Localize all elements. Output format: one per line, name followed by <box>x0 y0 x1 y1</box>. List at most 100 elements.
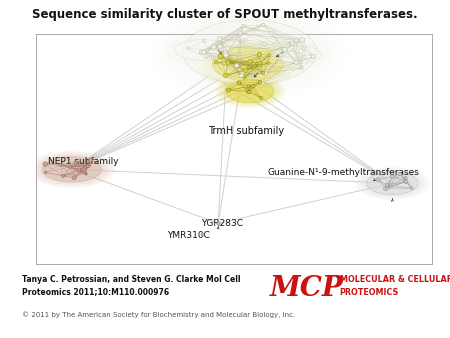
Ellipse shape <box>270 44 325 65</box>
Point <box>233 63 240 68</box>
Point <box>292 60 300 65</box>
Point <box>256 79 264 85</box>
Point <box>41 161 49 167</box>
Text: Tanya C. Petrossian, and Steven G. Clarke Mol Cell
Proteomics 2011;10:M110.00097: Tanya C. Petrossian, and Steven G. Clark… <box>22 275 241 296</box>
Ellipse shape <box>264 42 331 67</box>
Ellipse shape <box>204 42 292 85</box>
Point <box>217 54 224 59</box>
Point <box>246 89 253 95</box>
Ellipse shape <box>219 76 281 106</box>
Ellipse shape <box>183 20 317 84</box>
Point <box>67 164 74 170</box>
Point <box>225 87 232 93</box>
Point <box>57 162 64 168</box>
Point <box>256 60 264 66</box>
Point <box>215 221 222 226</box>
Ellipse shape <box>363 170 422 196</box>
Point <box>204 48 211 53</box>
Ellipse shape <box>198 40 298 88</box>
Ellipse shape <box>262 41 333 68</box>
Ellipse shape <box>216 75 283 107</box>
Point <box>82 164 89 169</box>
Point <box>250 65 257 70</box>
Text: MOLECULAR & CELLULAR
PROTEOMICS: MOLECULAR & CELLULAR PROTEOMICS <box>340 275 450 297</box>
Ellipse shape <box>358 168 427 198</box>
Ellipse shape <box>236 30 279 47</box>
Ellipse shape <box>28 151 116 188</box>
Point <box>224 60 231 66</box>
Point <box>198 50 205 55</box>
Ellipse shape <box>156 7 344 97</box>
Point <box>402 175 410 180</box>
Ellipse shape <box>161 34 243 65</box>
Point <box>202 55 210 61</box>
Point <box>235 80 243 86</box>
Ellipse shape <box>360 169 424 197</box>
Ellipse shape <box>268 43 327 66</box>
Point <box>375 177 382 183</box>
Point <box>199 231 206 237</box>
Point <box>81 170 89 176</box>
Point <box>210 44 217 50</box>
Ellipse shape <box>35 154 108 185</box>
Point <box>403 179 410 184</box>
Point <box>256 63 263 68</box>
Ellipse shape <box>32 153 111 186</box>
Ellipse shape <box>367 172 418 195</box>
Point <box>240 40 247 45</box>
Point <box>184 46 191 51</box>
Ellipse shape <box>356 167 428 199</box>
Point <box>216 44 224 49</box>
Point <box>384 185 391 190</box>
Point <box>281 47 288 52</box>
Ellipse shape <box>42 157 101 182</box>
Point <box>296 56 303 61</box>
Point <box>277 53 284 58</box>
Ellipse shape <box>224 79 275 104</box>
Point <box>209 54 216 60</box>
Point <box>247 59 254 64</box>
Point <box>301 46 308 51</box>
Ellipse shape <box>195 38 301 89</box>
Ellipse shape <box>30 152 113 187</box>
Point <box>81 168 88 173</box>
Ellipse shape <box>177 18 323 87</box>
Point <box>245 83 252 89</box>
Ellipse shape <box>226 80 274 103</box>
Ellipse shape <box>172 15 328 90</box>
Point <box>382 186 389 192</box>
Point <box>242 68 249 73</box>
Point <box>396 171 404 177</box>
Ellipse shape <box>364 171 420 196</box>
Ellipse shape <box>172 39 232 61</box>
Point <box>241 37 248 43</box>
Point <box>87 158 94 163</box>
Text: YGR283C: YGR283C <box>201 219 243 228</box>
Ellipse shape <box>222 78 277 104</box>
Point <box>212 59 219 65</box>
Point <box>260 70 267 76</box>
Point <box>238 73 245 78</box>
Point <box>222 49 229 54</box>
Ellipse shape <box>209 45 286 82</box>
Ellipse shape <box>207 44 289 84</box>
Point <box>268 30 275 36</box>
Ellipse shape <box>161 10 339 95</box>
Ellipse shape <box>170 38 234 62</box>
Ellipse shape <box>230 27 285 50</box>
Text: © 2011 by The American Society for Biochemistry and Molecular Biology, Inc.: © 2011 by The American Society for Bioch… <box>22 311 296 318</box>
Point <box>235 37 243 42</box>
Point <box>310 54 317 59</box>
Ellipse shape <box>150 5 350 100</box>
Point <box>298 65 306 71</box>
Point <box>222 73 230 78</box>
Point <box>257 95 265 101</box>
Point <box>71 175 78 180</box>
Point <box>76 167 83 172</box>
Point <box>244 88 251 93</box>
Text: MCP: MCP <box>270 275 344 303</box>
Ellipse shape <box>354 166 431 200</box>
Ellipse shape <box>232 28 284 49</box>
Point <box>299 37 306 43</box>
Point <box>258 80 265 86</box>
